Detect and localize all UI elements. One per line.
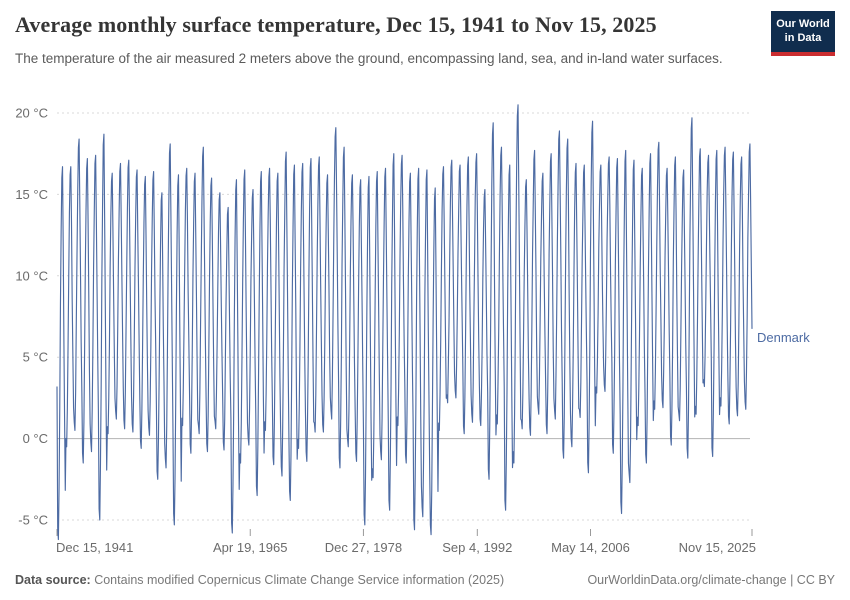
chart-footer: Data source: Contains modified Copernicu… [15, 573, 835, 587]
owid-logo[interactable]: Our World in Data [771, 11, 835, 56]
x-axis-tick-label: Dec 15, 1941 [56, 540, 133, 555]
x-axis-tick-label: Nov 15, 2025 [679, 540, 756, 555]
owid-logo-accent-bar [771, 51, 835, 56]
y-axis-tick-label: 10 °C [15, 268, 48, 283]
x-axis-tick-label: Dec 27, 1978 [325, 540, 402, 555]
x-axis-tick-label: Apr 19, 1965 [213, 540, 287, 555]
owid-logo-box: Our World in Data [771, 11, 835, 52]
y-axis-tick-label: -5 °C [18, 513, 48, 528]
y-axis-tick-label: 15 °C [15, 187, 48, 202]
credit-link[interactable]: OurWorldinData.org/climate-change | CC B… [587, 573, 835, 587]
owid-logo-line1: Our World [776, 18, 830, 30]
y-axis-tick-label: 5 °C [23, 350, 48, 365]
y-axis-tick-label: 20 °C [15, 106, 48, 121]
x-axis-tick-label: Sep 4, 1992 [442, 540, 512, 555]
chart-subtitle: The temperature of the air measured 2 me… [15, 51, 723, 66]
x-axis-tick-label: May 14, 2006 [551, 540, 630, 555]
y-axis-tick-label: 0 °C [23, 431, 48, 446]
series-label-denmark[interactable]: Denmark [757, 330, 810, 345]
owid-logo-line2: in Data [784, 31, 822, 44]
temperature-line-denmark[interactable] [56, 104, 753, 541]
data-source-text: Data source: Contains modified Copernicu… [15, 573, 504, 587]
page-title: Average monthly surface temperature, Dec… [15, 12, 657, 37]
data-source-value: Contains modified Copernicus Climate Cha… [90, 573, 505, 587]
data-source-label: Data source: [15, 573, 91, 587]
